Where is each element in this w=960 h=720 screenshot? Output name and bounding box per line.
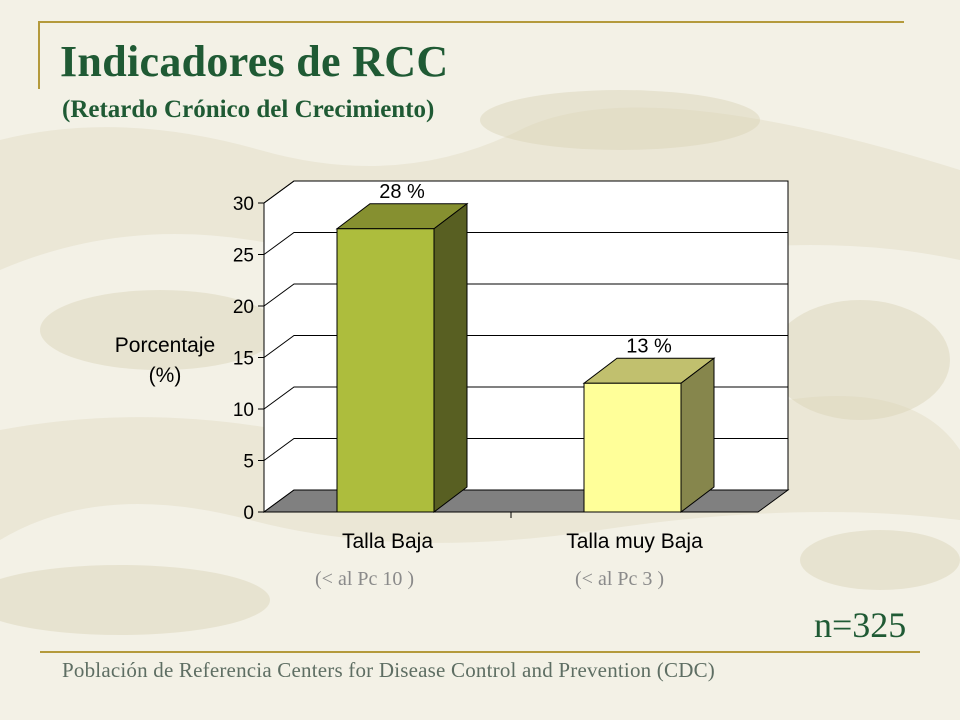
data-label-talla-baja: 28 % xyxy=(379,181,425,203)
category-note-talla-muy-baja: (< al Pc 3 ) xyxy=(575,568,665,590)
bar-side-talla-muy-baja xyxy=(680,357,715,514)
frame-left-line xyxy=(38,21,40,89)
bar-side-talla-baja xyxy=(433,202,468,514)
y-tick-label-5: 5 xyxy=(243,452,254,473)
frame-bottom-line xyxy=(40,651,920,653)
y-axis-label-line-1: Porcentaje xyxy=(115,334,215,357)
bar-talla-muy-baja xyxy=(583,382,682,513)
gridline-20 xyxy=(263,283,788,307)
data-label-talla-muy-baja: 13 % xyxy=(626,335,672,357)
frame-top-line xyxy=(40,21,904,23)
category-label-talla-baja: Talla Baja xyxy=(342,530,433,553)
category-label-talla-muy-baja: Talla muy Baja xyxy=(566,530,703,553)
bars xyxy=(335,202,716,514)
chart-text: 0 5 10 15 20 25 30 28 % Talla Baja 13 % Talla muy … xyxy=(115,181,703,553)
sample-size: n=325 xyxy=(814,605,907,645)
y-tick-label-10: 10 xyxy=(233,400,254,421)
bar-talla-baja xyxy=(336,228,435,513)
slide-subtitle: (Retardo Crónico del Crecimiento) xyxy=(62,96,435,123)
y-axis-label-line-2: (%) xyxy=(149,364,182,387)
gridline-30 xyxy=(263,180,788,204)
y-tick-label-0: 0 xyxy=(243,503,254,524)
slide-title: Indicadores de RCC xyxy=(60,37,449,86)
gridline-15 xyxy=(263,335,788,358)
y-tick-label-25: 25 xyxy=(233,246,254,267)
y-tick-label-30: 30 xyxy=(233,194,254,215)
category-note-talla-baja: (< al Pc 10 ) xyxy=(315,568,415,590)
gridline-25 xyxy=(263,232,788,255)
y-tick-label-20: 20 xyxy=(233,297,254,318)
y-tick-label-15: 15 xyxy=(233,349,254,370)
reference-footer: Población de Referencia Centers for Dise… xyxy=(62,658,715,682)
